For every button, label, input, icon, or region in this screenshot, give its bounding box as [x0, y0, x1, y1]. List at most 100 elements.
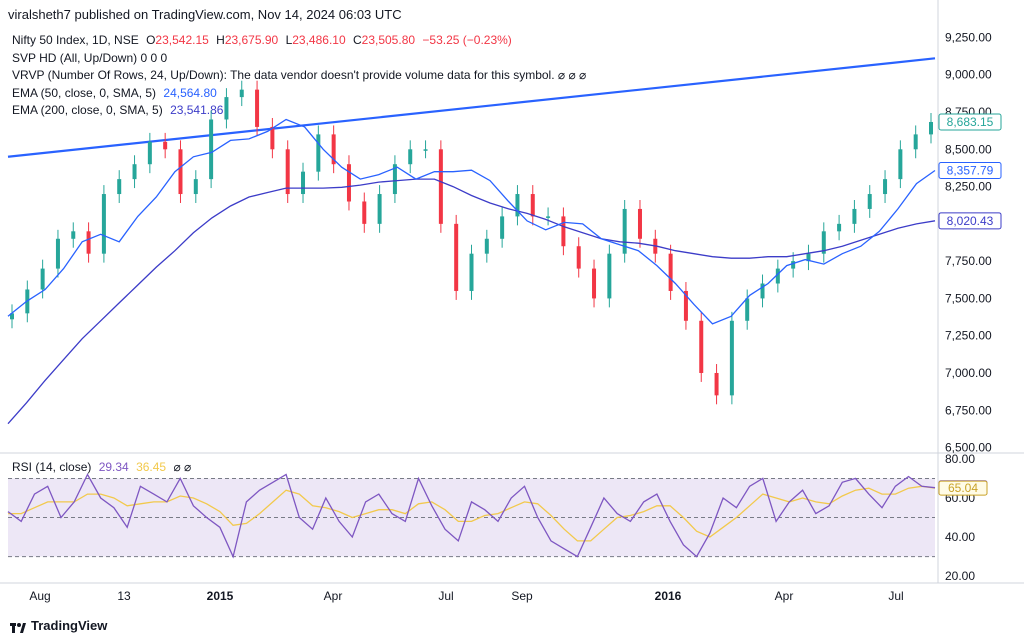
ema200-line [7, 178, 936, 425]
candle-body [515, 194, 520, 217]
high-label: H [216, 33, 225, 47]
vrvp-legend[interactable]: VRVP (Number Of Rows, 24, Up/Down): The … [12, 68, 587, 82]
candle-body [867, 194, 872, 209]
rsi-ma-value: 36.45 [136, 460, 167, 474]
ema50-value: 24,564.80 [163, 86, 217, 100]
rsi-tick-label: 20.00 [945, 569, 975, 583]
candle-body [423, 149, 428, 151]
candle-body [898, 149, 903, 180]
candle-body [637, 208, 642, 239]
rsi-line [7, 473, 936, 559]
candle-body [530, 194, 535, 217]
ema200-price-label: 8,020.43 [947, 214, 994, 228]
brand-name: TradingView [31, 618, 108, 633]
time-tick-label: 2016 [655, 589, 682, 603]
ema200-value: 23,541.86 [170, 103, 224, 117]
rsi-tail: ⌀ ⌀ [173, 460, 192, 474]
candle-body [301, 171, 306, 195]
close-value: 23,505.80 [361, 33, 416, 47]
candle-body [683, 290, 688, 321]
candle-body [837, 223, 842, 232]
trend-line [7, 57, 936, 158]
candle-body [469, 253, 474, 291]
symbol-name: Nifty 50 Index, 1D, NSE [12, 33, 139, 47]
rsi-legend[interactable]: RSI (14, close) 29.34 36.45 ⌀ ⌀ [12, 460, 191, 474]
ema50-price-label-box [938, 162, 1002, 180]
candle-body [285, 149, 290, 195]
candle-body [178, 149, 183, 195]
candle-body [714, 372, 719, 396]
high-value: 23,675.90 [224, 33, 279, 47]
candle-body [484, 238, 489, 254]
tradingview-logo-icon [10, 621, 26, 633]
price-tick-label: 9,250.00 [945, 30, 992, 44]
candle-body [745, 298, 750, 321]
candle-body [729, 320, 734, 396]
price-tick-label: 6,500.00 [945, 441, 992, 455]
time-tick-label: Aug [29, 589, 50, 603]
last-price-label-box [938, 113, 1002, 131]
price-tick-label: 6,750.00 [945, 403, 992, 417]
candle-body [101, 194, 106, 254]
candle-body [239, 89, 244, 98]
candle-body [408, 149, 413, 165]
candle-body [699, 320, 704, 373]
candle-body [607, 253, 612, 299]
time-tick-label: Apr [775, 589, 794, 603]
ema50-legend[interactable]: EMA (50, close, 0, SMA, 5) 24,564.80 [12, 86, 217, 100]
price-tick-label: 7,000.00 [945, 366, 992, 380]
change-value: −53.25 (−0.23%) [422, 33, 512, 47]
candle-body [71, 231, 76, 239]
ema50-price-label: 8,357.79 [947, 164, 994, 178]
candle-body [392, 164, 397, 195]
candle-body [362, 201, 367, 224]
candle-body [791, 261, 796, 269]
candle-body [270, 126, 275, 150]
candle-body [806, 253, 811, 262]
ema200-label: EMA (200, close, 0, SMA, 5) [12, 103, 163, 117]
price-tick-label: 7,500.00 [945, 291, 992, 305]
time-tick-label: 13 [117, 589, 131, 603]
symbol-legend: Nifty 50 Index, 1D, NSE O23,542.15 H23,6… [12, 33, 512, 47]
candle-body [775, 268, 780, 284]
candle-body [86, 231, 91, 254]
ema50-label: EMA (50, close, 0, SMA, 5) [12, 86, 157, 100]
price-tick-label: 8,500.00 [945, 142, 992, 156]
candle-body [576, 246, 581, 269]
ema50-line [7, 118, 936, 325]
price-tick-label: 9,000.00 [945, 68, 992, 82]
candle-body [438, 149, 443, 224]
ema200-price-label-box [938, 212, 1002, 230]
time-tick-label: Jul [438, 589, 453, 603]
candle-body [255, 89, 260, 127]
price-tick-label: 7,250.00 [945, 329, 992, 343]
candle-body [163, 141, 168, 150]
time-tick-label: 2015 [207, 589, 234, 603]
candle-body [913, 134, 918, 150]
candle-body [117, 179, 122, 195]
open-label: O [146, 33, 156, 47]
rsi-ma-price-label-box [938, 480, 988, 496]
time-tick-label: Apr [324, 589, 343, 603]
tradingview-brand: TradingView [10, 618, 107, 633]
price-tick-label: 8,250.00 [945, 180, 992, 194]
candle-body [852, 208, 857, 224]
rsi-tick-label: 40.00 [945, 530, 975, 544]
candle-body [316, 134, 321, 172]
price-tick-label: 7,750.00 [945, 254, 992, 268]
candle-body [821, 231, 826, 254]
ema200-legend[interactable]: EMA (200, close, 0, SMA, 5) 23,541.86 [12, 103, 223, 117]
candle-body [331, 134, 336, 165]
candle-body [346, 164, 351, 202]
candle-body [224, 97, 229, 120]
candle-body [561, 216, 566, 247]
candle-body [377, 194, 382, 224]
candle-body [209, 119, 214, 180]
low-value: 23,486.10 [292, 33, 346, 47]
candle-body [622, 208, 627, 254]
candle-body [883, 179, 888, 195]
svp-legend[interactable]: SVP HD (All, Up/Down) 0 0 0 [12, 51, 168, 65]
candle-body [147, 141, 152, 165]
candle-body [40, 268, 45, 290]
